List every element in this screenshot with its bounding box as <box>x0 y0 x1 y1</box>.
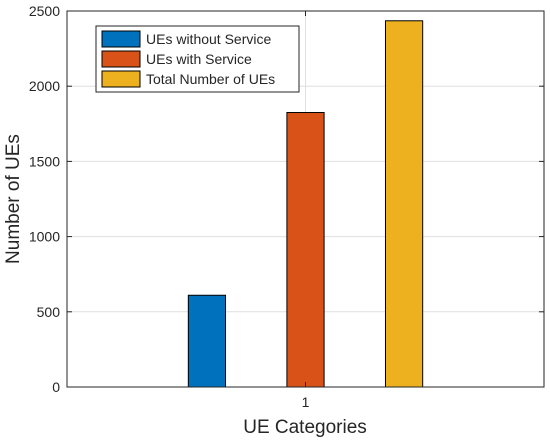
y-tick-label: 0 <box>52 379 60 395</box>
legend: UEs without Service UEs with Service Total… <box>95 25 300 93</box>
legend-swatch <box>101 70 141 88</box>
legend-swatch <box>101 30 141 48</box>
y-tick-label: 500 <box>37 304 61 320</box>
legend-swatch <box>101 50 141 68</box>
y-axis-label: Number of UEs <box>3 134 24 264</box>
axis-ticks: 0 500 1000 1500 2000 2500 1 <box>29 3 544 410</box>
legend-label: UEs with Service <box>146 51 252 67</box>
bar-ues-with-service <box>286 112 325 388</box>
x-axis-label: UE Categories <box>243 417 367 438</box>
x-tick-label: 1 <box>302 394 310 410</box>
y-tick-label: 2500 <box>29 3 60 19</box>
legend-label: Total Number of UEs <box>146 71 275 87</box>
bar-ues-without-service <box>187 294 227 388</box>
legend-label: UEs without Service <box>146 31 271 47</box>
bars <box>187 20 424 388</box>
y-tick-label: 1000 <box>29 229 60 245</box>
y-tick-label: 2000 <box>29 78 60 94</box>
y-tick-label: 1500 <box>29 153 60 169</box>
bar-total-number-of-ues <box>384 20 424 388</box>
